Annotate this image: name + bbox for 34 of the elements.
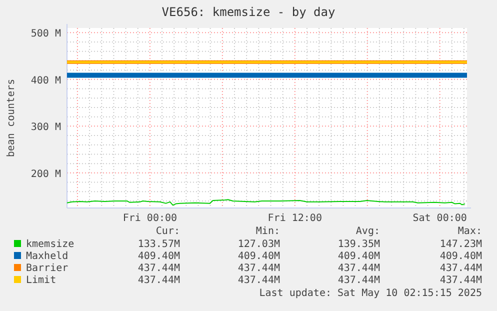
text: 437.44M (238, 263, 280, 274)
text: 409.40M (440, 251, 482, 262)
legend-label: Maxheld (26, 251, 68, 262)
text: 437.44M (440, 263, 482, 274)
text: Min: (256, 226, 280, 237)
y-tick-label: 400 M (30, 75, 61, 86)
text: 437.44M (338, 263, 380, 274)
legend-label: Barrier (26, 263, 68, 274)
text: 409.40M (338, 251, 380, 262)
text: Last update: Sat May 10 02:15:15 2025 (259, 288, 482, 299)
text: 147.23M (440, 239, 482, 250)
x-tick-label: Fri 00:00 (122, 213, 178, 224)
x-tick-label: Fri 12:00 (268, 213, 322, 224)
text: 437.44M (138, 263, 180, 274)
text: Max: (458, 226, 482, 237)
text: 409.40M (138, 251, 180, 262)
text: 437.44M (138, 275, 180, 286)
y-tick-label: 300 M (30, 122, 61, 134)
text: 133.57M (138, 239, 180, 250)
text: 127.03M (238, 239, 280, 250)
legend-label: kmemsize (26, 239, 74, 250)
x-tick-label: Sat 00:00 (412, 213, 467, 224)
text: 437.44M (338, 275, 380, 286)
text: 437.44M (440, 275, 482, 286)
text: 409.40M (238, 251, 280, 262)
y-tick-label: 500 M (30, 28, 61, 40)
text: Cur: (156, 226, 180, 237)
y-tick-label: 200 M (30, 168, 61, 180)
legend-label: Limit (26, 275, 56, 286)
text: 139.35M (338, 239, 380, 250)
chart-title: VE656: kmemsize - by day (162, 5, 336, 19)
text: 437.44M (238, 275, 280, 286)
text: Avg: (356, 226, 380, 237)
y-axis-title: bean counters (6, 78, 17, 158)
